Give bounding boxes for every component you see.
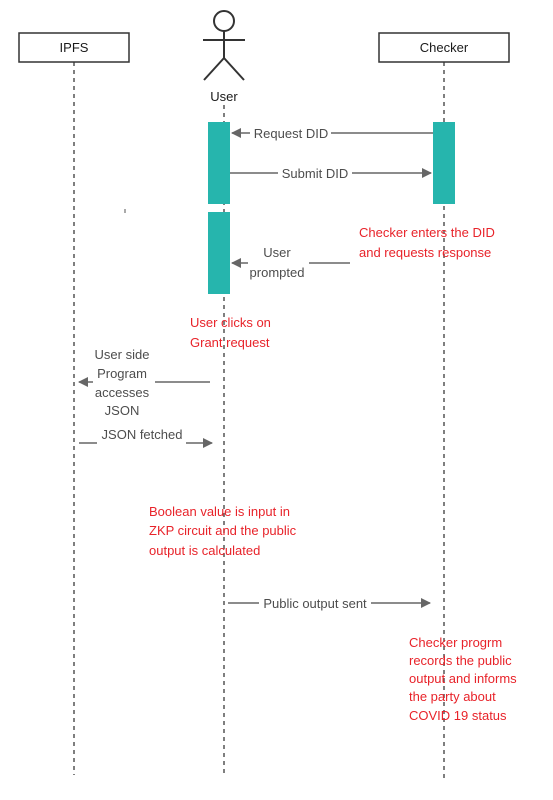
submit-did-message: Submit DID xyxy=(230,166,432,181)
program-accesses-line2: Program xyxy=(97,366,147,381)
request-did-label: Request DID xyxy=(254,126,328,141)
checker-participant[interactable]: Checker xyxy=(378,32,510,63)
ipfs-participant[interactable]: IPFS xyxy=(18,32,130,63)
program-accesses-line4: JSON xyxy=(105,403,140,418)
submit-did-label: Submit DID xyxy=(282,166,348,181)
note-user-clicks-line1: User clicks on xyxy=(190,315,271,330)
note-user-clicks: User clicks on Grant request xyxy=(190,315,271,350)
user-prompted-message: User prompted xyxy=(231,245,350,280)
user-actor-icon[interactable] xyxy=(203,10,245,81)
note-checker-program-line5: COVID 19 status xyxy=(409,708,507,723)
ipfs-label: IPFS xyxy=(60,40,89,55)
user-prompted-label-line2: prompted xyxy=(250,265,305,280)
note-checker-program-line4: the party about xyxy=(409,689,496,704)
user-activation-bar-2 xyxy=(208,212,230,294)
program-accesses-json-message: User side Program accesses JSON xyxy=(78,347,210,418)
note-boolean-line1: Boolean value is input in xyxy=(149,504,290,519)
note-checker-program-line2: records the public xyxy=(409,653,512,668)
note-boolean-value: Boolean value is input in ZKP circuit an… xyxy=(149,504,297,558)
note-checker-program: Checker progrm records the public output… xyxy=(409,635,517,723)
user-prompted-label-line1: User xyxy=(263,245,291,260)
public-output-sent-label: Public output sent xyxy=(263,596,367,611)
program-accesses-line3: accesses xyxy=(95,385,150,400)
note-checker-enters-line1: Checker enters the DID xyxy=(359,225,495,240)
note-checker-enters-line2: and requests response xyxy=(359,245,491,260)
note-checker-program-line3: output and informs xyxy=(409,671,517,686)
checker-activation-bar xyxy=(433,122,455,204)
request-did-message: Request DID xyxy=(231,126,433,141)
note-user-clicks-line2: Grant request xyxy=(190,335,270,350)
public-output-sent-message: Public output sent xyxy=(228,596,431,611)
program-accesses-line1: User side xyxy=(95,347,150,362)
json-fetched-message: JSON fetched xyxy=(79,427,213,448)
note-checker-enters: Checker enters the DID and requests resp… xyxy=(359,225,495,260)
user-activation-bar-1 xyxy=(208,122,230,204)
user-label: User xyxy=(210,89,238,104)
note-checker-program-line1: Checker progrm xyxy=(409,635,502,650)
note-boolean-line2: ZKP circuit and the public xyxy=(149,523,297,538)
note-boolean-line3: output is calculated xyxy=(149,543,260,558)
json-fetched-label: JSON fetched xyxy=(102,427,183,442)
checker-label: Checker xyxy=(420,40,469,55)
